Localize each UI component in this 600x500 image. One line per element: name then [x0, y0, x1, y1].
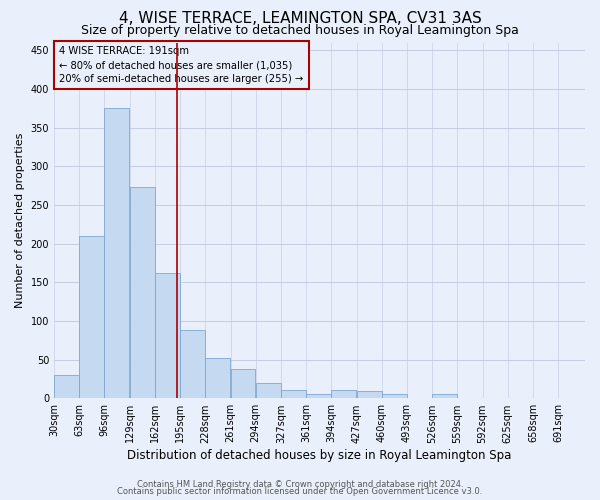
Bar: [281, 390, 306, 398]
Bar: [331, 390, 356, 398]
Bar: [306, 394, 331, 398]
Bar: [54, 375, 79, 398]
Bar: [205, 358, 230, 399]
X-axis label: Distribution of detached houses by size in Royal Leamington Spa: Distribution of detached houses by size …: [127, 450, 512, 462]
Bar: [130, 187, 155, 398]
Bar: [155, 273, 180, 398]
Text: 4, WISE TERRACE, LEAMINGTON SPA, CV31 3AS: 4, WISE TERRACE, LEAMINGTON SPA, CV31 3A…: [119, 11, 481, 26]
Bar: [256, 383, 281, 398]
Bar: [104, 108, 130, 399]
Bar: [79, 236, 104, 398]
Bar: [230, 369, 256, 398]
Text: Contains public sector information licensed under the Open Government Licence v3: Contains public sector information licen…: [118, 488, 482, 496]
Bar: [382, 394, 407, 398]
Bar: [356, 392, 382, 398]
Y-axis label: Number of detached properties: Number of detached properties: [15, 132, 25, 308]
Bar: [432, 394, 457, 398]
Text: 4 WISE TERRACE: 191sqm
← 80% of detached houses are smaller (1,035)
20% of semi-: 4 WISE TERRACE: 191sqm ← 80% of detached…: [59, 46, 304, 84]
Text: Contains HM Land Registry data © Crown copyright and database right 2024.: Contains HM Land Registry data © Crown c…: [137, 480, 463, 489]
Bar: [180, 330, 205, 398]
Text: Size of property relative to detached houses in Royal Leamington Spa: Size of property relative to detached ho…: [81, 24, 519, 37]
